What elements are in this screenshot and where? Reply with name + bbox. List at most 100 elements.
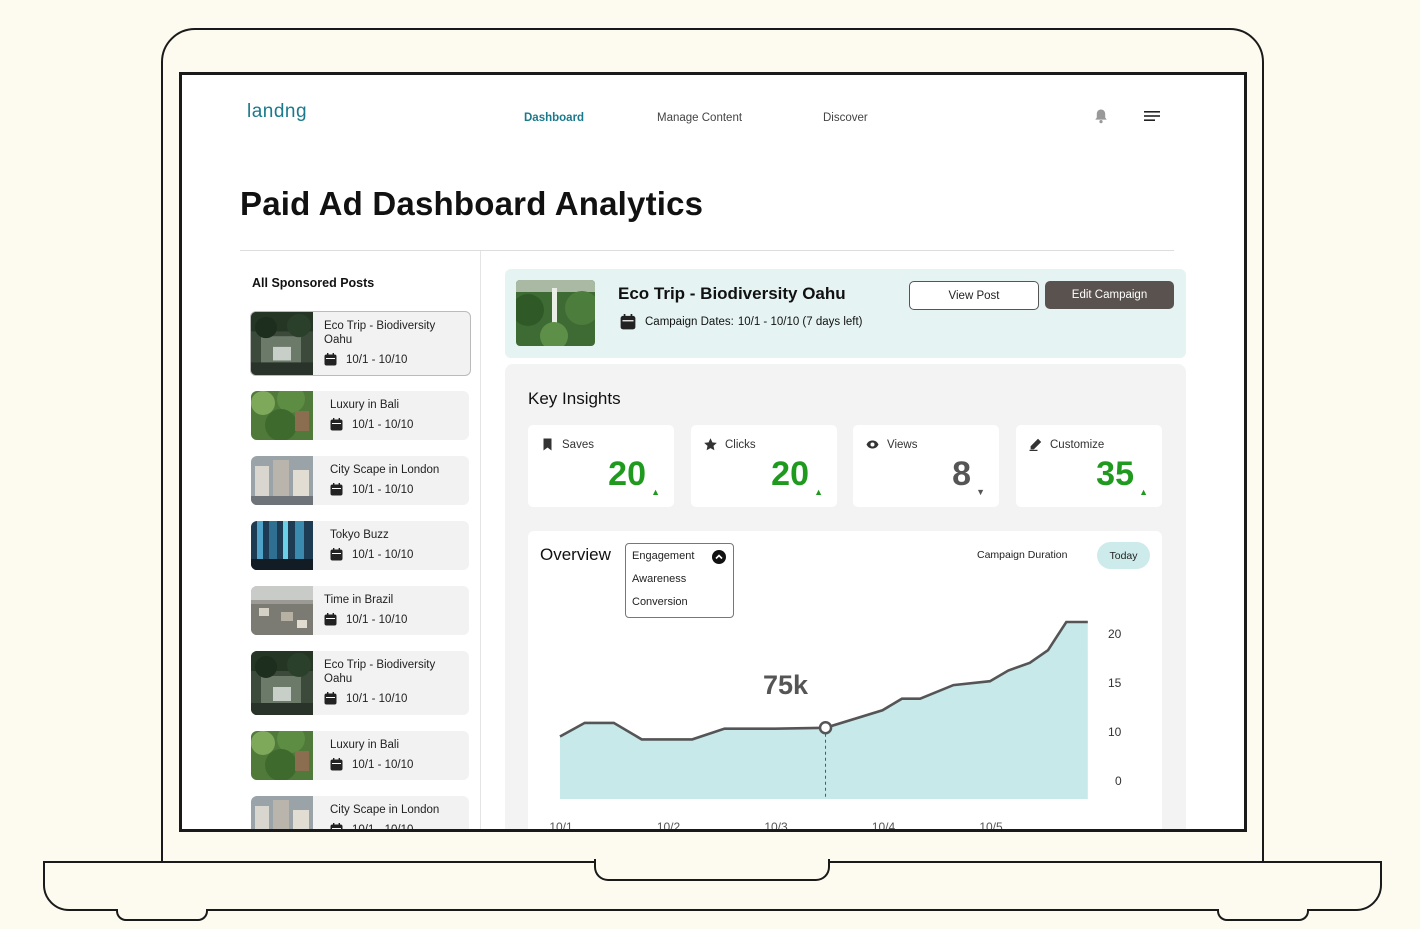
overview-title: Overview [540, 545, 611, 564]
post-name: Eco Trip - Biodiversity Oahu [324, 659, 436, 685]
nav-manage-content[interactable]: Manage Content [657, 112, 743, 124]
campaign-title: Eco Trip - Biodiversity Oahu [618, 284, 846, 303]
post-date-range: 10/1 - 10/10 [352, 418, 414, 431]
x-tick-label: 10/1 [549, 820, 573, 832]
post-date-range: 10/1 - 10/10 [346, 613, 408, 626]
sponsored-post-item[interactable]: Luxury in Bali 10/1 - 10/10 [251, 391, 469, 440]
nav-discover[interactable]: Discover [823, 112, 868, 124]
post-name: Time in Brazil [324, 594, 394, 606]
x-tick-label: 10/5 [979, 820, 1003, 832]
metric-option-conversion[interactable]: Conversion [632, 596, 688, 608]
overview-chart: 10/1 10/2 10/3 10/4 10/5 [549, 620, 1088, 832]
today-toggle-button[interactable]: Today [1097, 542, 1150, 569]
post-thumbnail [251, 456, 313, 505]
post-name: City Scape in London [330, 804, 440, 816]
post-thumbnail [251, 651, 313, 715]
calendar-icon [620, 314, 636, 330]
card-label: Customize [1029, 438, 1104, 451]
customize-card[interactable]: Customize 35 ▲ [1016, 425, 1162, 507]
x-tick-label: 10/4 [872, 820, 896, 832]
sponsored-post-item[interactable]: Eco Trip - Biodiversity Oahu 10/1 - 10/1… [251, 651, 469, 715]
star-icon [704, 438, 717, 451]
post-date-range: 10/1 - 10/10 [352, 823, 414, 832]
post-name: City Scape in London [330, 464, 440, 476]
campaign-dates-label: Campaign Dates: [645, 316, 734, 328]
post-thumbnail [251, 312, 313, 375]
post-dates: 10/1 - 10/10 [324, 692, 407, 705]
card-label-text: Clicks [725, 438, 756, 451]
card-value: 8 [952, 455, 971, 493]
laptop-foot-left [116, 909, 208, 921]
x-tick-label: 10/3 [764, 820, 788, 832]
trend-down-icon: ▼ [976, 487, 985, 497]
nav-dashboard[interactable]: Dashboard [524, 112, 585, 124]
calendar-icon [324, 613, 337, 626]
y-tick-label: 10 [1108, 725, 1122, 739]
pencil-icon [1029, 438, 1042, 451]
chevron-up-icon[interactable] [712, 550, 726, 564]
campaign-duration-toggle[interactable]: Campaign Duration [977, 549, 1068, 561]
sponsored-post-item[interactable]: City Scape in London 10/1 - 10/10 [251, 456, 469, 505]
sidebar-divider [480, 251, 481, 829]
campaign-header: Eco Trip - Biodiversity Oahu Campaign Da… [505, 269, 1186, 358]
trend-up-icon: ▲ [651, 487, 660, 497]
post-date-range: 10/1 - 10/10 [352, 483, 414, 496]
post-thumbnail [251, 391, 313, 440]
views-card[interactable]: Views 8 ▼ [853, 425, 999, 507]
campaign-dates: Campaign Dates: 10/1 - 10/10 (7 days lef… [620, 314, 863, 330]
campaign-thumbnail [516, 280, 595, 346]
metric-option-awareness[interactable]: Awareness [632, 573, 687, 585]
eye-icon [866, 440, 879, 449]
metric-option-engagement[interactable]: Engagement [632, 550, 695, 562]
chart-area-fill [560, 622, 1088, 799]
sponsored-post-item[interactable]: Time in Brazil 10/1 - 10/10 [251, 586, 469, 635]
app-logo[interactable]: landng [247, 101, 308, 122]
card-label-text: Customize [1050, 438, 1105, 451]
sponsored-post-item[interactable]: Eco Trip - Biodiversity Oahu 10/1 - 10/1… [250, 311, 471, 376]
laptop-notch [594, 859, 830, 881]
sponsored-post-item[interactable]: Luxury in Bali 10/1 - 10/10 [251, 731, 469, 780]
saves-card[interactable]: Saves 20 ▲ [528, 425, 674, 507]
post-dates: 10/1 - 10/10 [330, 823, 414, 832]
post-date-range: 10/1 - 10/10 [346, 353, 408, 366]
calendar-icon [330, 483, 343, 496]
calendar-icon [330, 418, 343, 431]
card-value: 20 [771, 455, 809, 493]
post-date-range: 10/1 - 10/10 [352, 758, 414, 771]
bell-icon[interactable] [1094, 108, 1108, 124]
clicks-card[interactable]: Clicks 20 ▲ [691, 425, 837, 507]
post-dates: 10/1 - 10/10 [330, 758, 413, 771]
card-label: Views [866, 438, 917, 451]
post-dates: 10/1 - 10/10 [330, 418, 413, 431]
chart-series-line [559, 620, 1088, 741]
sponsored-post-item[interactable]: Tokyo Buzz 10/1 - 10/10 [251, 521, 469, 570]
post-dates: 10/1 - 10/10 [330, 483, 413, 496]
post-thumbnail [251, 521, 313, 570]
post-date-range: 10/1 - 10/10 [352, 548, 414, 561]
trend-up-icon: ▲ [814, 487, 823, 497]
card-value: 20 [608, 455, 646, 493]
page-title: Paid Ad Dashboard Analytics [240, 185, 704, 222]
highlight-point[interactable] [818, 721, 833, 735]
metric-dropdown[interactable]: Engagement Awareness Conversion [625, 543, 734, 618]
card-label: Saves [541, 438, 594, 451]
hamburger-menu-icon[interactable] [1144, 109, 1162, 123]
post-date-range: 10/1 - 10/10 [346, 692, 408, 705]
post-thumbnail [251, 731, 313, 780]
view-post-button[interactable]: View Post [909, 281, 1039, 310]
y-tick-label: 20 [1108, 627, 1122, 641]
edit-campaign-button[interactable]: Edit Campaign [1045, 281, 1174, 309]
y-tick-label: 15 [1108, 676, 1122, 690]
post-name: Luxury in Bali [330, 739, 400, 751]
sponsored-post-item[interactable]: City Scape in London 10/1 - 10/10 [251, 796, 469, 832]
card-value: 35 [1096, 455, 1134, 493]
card-label-text: Saves [562, 438, 594, 451]
post-thumbnail [251, 586, 313, 635]
calendar-icon [324, 353, 337, 366]
app-screen: landng Dashboard Manage Content Discover… [179, 72, 1247, 832]
y-tick-label: 0 [1115, 774, 1122, 788]
card-label-text: Views [887, 438, 918, 451]
post-name: Eco Trip - Biodiversity Oahu [324, 320, 436, 346]
laptop-foot-right [1217, 909, 1309, 921]
post-dates: 10/1 - 10/10 [330, 548, 413, 561]
